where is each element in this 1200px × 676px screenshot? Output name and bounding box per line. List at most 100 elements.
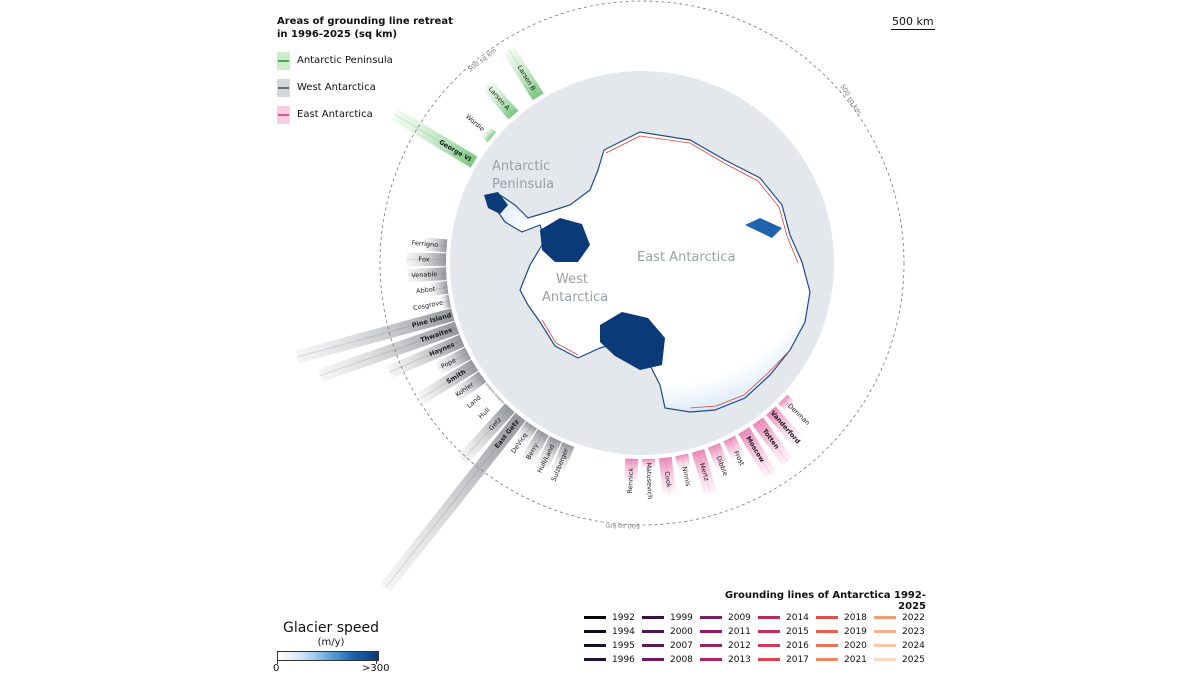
retreat-bar: [429, 280, 449, 296]
grounding-year-label: 1992: [612, 613, 635, 623]
grounding-year-label: 1995: [612, 641, 635, 651]
glacier-label: Ninnis: [680, 466, 692, 488]
legend-label: West Antarctica: [297, 82, 376, 93]
glacier-label: Fox: [418, 255, 429, 263]
retreat-bar-centerline: [697, 450, 711, 493]
label-antarctic-peninsula-1: Antarctic: [492, 159, 550, 174]
grounding-year-label: 2019: [844, 627, 867, 637]
retreat-bar: [503, 46, 544, 101]
grounding-year-label: 2022: [902, 613, 925, 623]
grounding-year-label: 1996: [612, 655, 635, 665]
glacier-label: Matusevich: [645, 462, 654, 499]
retreat-bar-centerline: [521, 424, 532, 440]
retreat-bar-centerline: [527, 432, 544, 460]
grounding-year-swatch: [758, 644, 780, 647]
retreat-bar: [536, 436, 562, 470]
retreat-bar-centerline: [420, 365, 475, 399]
retreat-bar-centerline: [713, 445, 723, 468]
retreat-bar: [380, 412, 526, 592]
retreat-bar-centerline: [541, 438, 556, 467]
grounding-year-swatch: [816, 616, 838, 619]
retreat-bar-centerline: [757, 420, 788, 462]
retreat-bar: [417, 359, 479, 404]
retreat-bar-centerline: [319, 327, 458, 377]
glacier-speed-colorbar: [277, 651, 379, 661]
amery-ice-shelf: [745, 218, 782, 238]
grounding-year-swatch: [874, 630, 896, 633]
ring-label-s: 500 sq km: [606, 522, 640, 530]
retreat-bar: [493, 393, 505, 405]
ring-label-ne: 500 sq km: [838, 83, 863, 116]
retreat-bar: [707, 442, 729, 470]
retreat-bar-centerline: [406, 258, 447, 261]
retreat-bar-centerline: [782, 398, 791, 407]
glacier-speed-title: Glacier speed: [282, 620, 380, 636]
glacier-label: Land: [465, 394, 482, 410]
retreat-bar: [423, 237, 448, 253]
ice-sheet: [489, 131, 811, 413]
grounding-year-swatch: [584, 658, 606, 661]
glacier-label: Cook: [663, 471, 673, 488]
retreat-bar: [435, 347, 471, 375]
legend-title: Areas of grounding line retreat in 1996-…: [277, 15, 477, 41]
retreat-bar: [458, 403, 515, 464]
glacier-label: Ferrigno: [411, 239, 438, 249]
grounding-year-swatch: [642, 630, 664, 633]
scale-bar: 500 km: [891, 15, 935, 30]
grounding-year-label: 2020: [844, 641, 867, 651]
retreat-bar-centerline: [488, 387, 492, 390]
grounding-year-swatch: [816, 630, 838, 633]
grounding-year-label: 1999: [670, 613, 693, 623]
retreat-bar: [484, 382, 496, 395]
glacier-speed-unit: (m/y): [317, 637, 345, 648]
ross-ice-shelf: [600, 312, 665, 370]
peninsula-shelf: [484, 192, 508, 214]
grounding-year-swatch: [874, 658, 896, 661]
grounding-year-swatch: [584, 644, 606, 647]
retreat-bar-centerline: [408, 273, 447, 276]
grounding-year-swatch: [700, 658, 722, 661]
retreat-bar: [738, 427, 777, 478]
glacier-speed-min: 0: [273, 663, 280, 674]
retreat-bar-centerline: [664, 457, 670, 494]
retreat-bar: [406, 252, 447, 267]
retreat-bar: [675, 453, 691, 470]
retreat-bar-centerline: [630, 458, 633, 482]
grounding-year-label: 2000: [670, 627, 693, 637]
grounding-year-swatch: [816, 658, 838, 661]
retreat-bar-centerline: [456, 376, 483, 396]
grounding-year-label: 2012: [728, 641, 751, 651]
grounding-year-swatch: [758, 630, 780, 633]
grounding-year-label: 2024: [902, 641, 925, 651]
glacier-label: Wordie: [464, 113, 486, 134]
grounding-year-swatch: [700, 630, 722, 633]
retreat-bar: [723, 435, 745, 461]
retreat-bar-centerline: [438, 352, 469, 369]
label-west-antarctica-2: Antarctica: [542, 290, 608, 305]
retreat-bar: [440, 294, 451, 309]
grounding-year-label: 2007: [670, 641, 693, 651]
glacier-speed-max: >300: [362, 663, 390, 674]
retreat-bar: [407, 267, 447, 283]
retreat-bar: [521, 429, 550, 464]
grounding-year-swatch: [642, 616, 664, 619]
legend-title-line2: in 1996-2025 (sq km): [277, 29, 398, 40]
retreat-bar-centerline: [487, 84, 514, 116]
retreat-bar-centerline: [728, 438, 739, 458]
retreat-bar-centerline: [441, 300, 450, 303]
retreat-bar-centerline: [297, 314, 453, 358]
retreat-bar: [658, 456, 676, 494]
grounding-year-swatch: [584, 616, 606, 619]
label-antarctic-peninsula-2: Peninsula: [492, 177, 554, 192]
retreat-bar: [552, 442, 575, 472]
glacier-label: Hull: [477, 406, 492, 421]
label-east-antarctica: East Antarctica: [637, 250, 735, 265]
legend-label: Antarctic Peninsula: [297, 55, 393, 66]
grounding-year-swatch: [758, 658, 780, 661]
retreat-bar-centerline: [508, 49, 539, 97]
grounding-year-label: 2021: [844, 655, 867, 665]
retreat-bar-centerline: [497, 397, 501, 401]
retreat-bar: [516, 421, 538, 443]
grounding-year-swatch: [874, 616, 896, 619]
